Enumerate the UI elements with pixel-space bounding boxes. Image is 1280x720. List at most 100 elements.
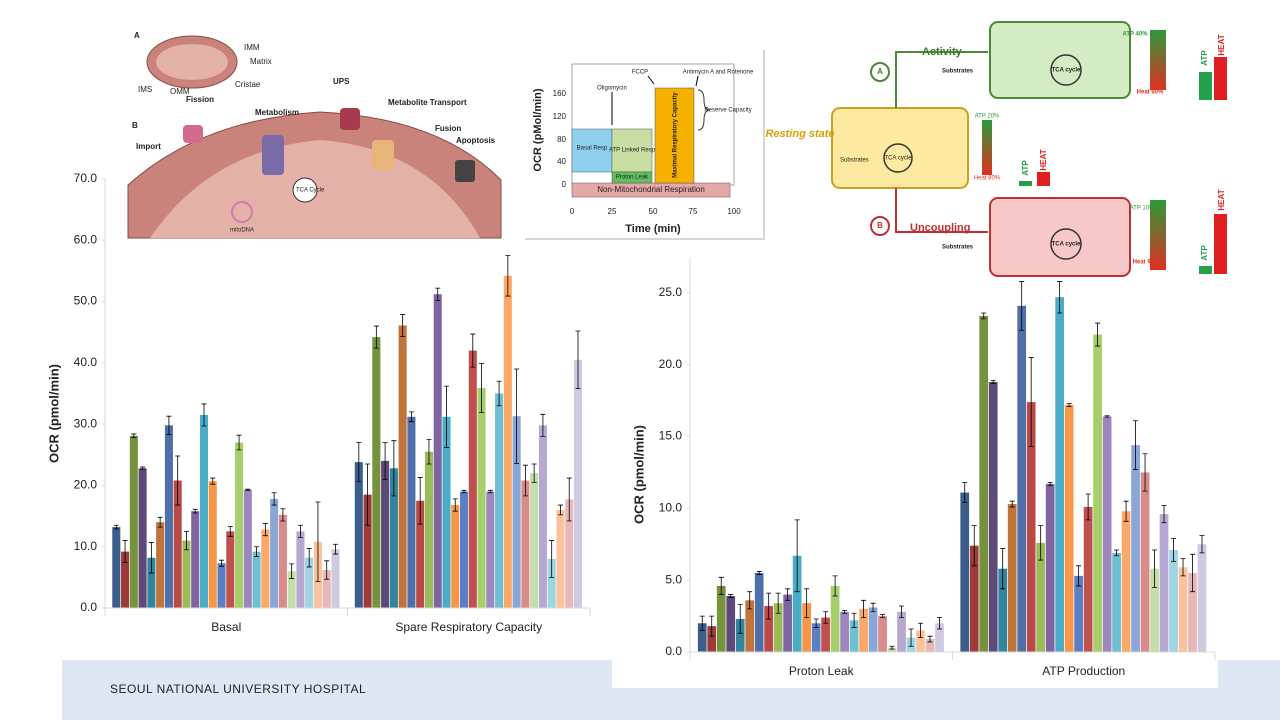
error-bar bbox=[1114, 549, 1120, 557]
ocr-xtick: 75 bbox=[689, 207, 698, 216]
fig-label: HEAT bbox=[1039, 149, 1048, 170]
error-bar bbox=[236, 434, 242, 451]
thermo-figure: Activity A Resting state B Uncoupling Su… bbox=[765, 21, 1227, 277]
icon-bar bbox=[1214, 57, 1227, 100]
fig-label: B bbox=[132, 121, 138, 130]
error-bar bbox=[699, 615, 705, 631]
error-bar bbox=[1095, 322, 1101, 347]
error-bar bbox=[254, 546, 260, 557]
protein bbox=[262, 135, 284, 175]
error-bar bbox=[122, 540, 128, 564]
bar bbox=[1150, 568, 1159, 652]
error-bar bbox=[549, 540, 555, 578]
error-bar bbox=[566, 477, 572, 522]
icon-bar bbox=[1199, 266, 1212, 274]
fig-label: B bbox=[877, 221, 883, 230]
bar bbox=[407, 416, 416, 608]
bar bbox=[495, 393, 504, 608]
bar bbox=[164, 425, 173, 608]
bar bbox=[840, 611, 849, 652]
protein bbox=[455, 160, 475, 182]
error-bar bbox=[971, 525, 977, 567]
ocr-figure: OCR (pMol/min) Time (min) 0 40 80 120 16… bbox=[523, 48, 765, 240]
error-bar bbox=[391, 440, 397, 497]
y-tick-label: 40.0 bbox=[74, 355, 98, 369]
bar bbox=[979, 315, 989, 652]
error-bar bbox=[219, 559, 225, 567]
y-tick-label: 20.0 bbox=[659, 357, 683, 371]
ocr-label: ATP Linked Resp bbox=[609, 148, 656, 154]
gradient bbox=[1150, 30, 1166, 90]
bar bbox=[424, 451, 433, 608]
error-bar bbox=[140, 466, 146, 470]
bar bbox=[199, 414, 209, 608]
brace bbox=[697, 89, 711, 131]
bar bbox=[354, 462, 363, 608]
bar bbox=[707, 626, 717, 652]
bar bbox=[925, 639, 935, 652]
error-bar bbox=[280, 508, 286, 522]
error-bar bbox=[918, 622, 924, 639]
bar bbox=[1055, 297, 1065, 652]
error-bar bbox=[766, 592, 772, 620]
gradient bbox=[1150, 200, 1166, 270]
fig-label: ATP 40% bbox=[1122, 32, 1148, 38]
ocr-xtick: 50 bbox=[649, 207, 658, 216]
bar bbox=[764, 606, 774, 652]
error-bar bbox=[1123, 500, 1129, 522]
bar bbox=[235, 442, 244, 608]
y-tick-label: 70.0 bbox=[74, 171, 98, 185]
error-bar bbox=[479, 363, 485, 413]
fig-label: TCA cycle bbox=[1052, 242, 1081, 248]
fig-label: Activity bbox=[922, 46, 963, 58]
error-bar bbox=[851, 612, 857, 628]
bar bbox=[191, 511, 200, 608]
y-tick-label: 20.0 bbox=[74, 478, 98, 492]
error-bar bbox=[1171, 538, 1177, 562]
error-bar bbox=[737, 604, 743, 634]
protein bbox=[340, 108, 360, 130]
error-bar bbox=[461, 489, 467, 494]
bar bbox=[1121, 511, 1131, 652]
fig-label: HEAT bbox=[1217, 189, 1226, 210]
error-bar bbox=[1047, 482, 1053, 486]
fig-label: Cristae bbox=[235, 80, 261, 89]
fig-label: Apoptosis bbox=[456, 136, 496, 145]
fig-label: Fusion bbox=[435, 124, 461, 133]
bar bbox=[372, 337, 381, 608]
error-bar bbox=[540, 413, 546, 437]
bar bbox=[735, 618, 745, 652]
x-tick-label: ATP Production bbox=[1042, 664, 1125, 678]
error-bar bbox=[1028, 357, 1034, 447]
x-tick-label: Proton Leak bbox=[789, 664, 855, 678]
bar bbox=[935, 623, 944, 652]
bar bbox=[381, 460, 390, 608]
ocr-label: Maximal Respiratory Capacity bbox=[673, 92, 679, 178]
fig-label: TCA cycle bbox=[884, 156, 912, 162]
error-bar bbox=[426, 439, 432, 465]
arrow-activity bbox=[895, 51, 988, 108]
bar bbox=[398, 325, 407, 608]
bar bbox=[969, 545, 979, 652]
icon-bar bbox=[1019, 181, 1032, 186]
bar bbox=[270, 498, 279, 608]
error-bar bbox=[1066, 403, 1072, 407]
fig-label: Substrates bbox=[942, 69, 974, 75]
bar bbox=[416, 500, 425, 608]
error-bar bbox=[1199, 535, 1205, 554]
bar bbox=[783, 594, 793, 652]
bar bbox=[156, 522, 165, 608]
ocr-xtick: 0 bbox=[570, 207, 575, 216]
bar bbox=[433, 294, 442, 608]
error-bar bbox=[505, 255, 511, 297]
bar bbox=[802, 603, 812, 652]
bar bbox=[1159, 514, 1169, 652]
bar bbox=[998, 568, 1008, 652]
y-tick-label: 0.0 bbox=[665, 644, 682, 658]
ocr-label: Basal Resp bbox=[577, 146, 608, 152]
bar bbox=[252, 551, 261, 608]
error-bar bbox=[443, 385, 449, 448]
fig-label: ATP bbox=[1200, 50, 1209, 66]
bar bbox=[565, 499, 574, 608]
bar bbox=[1007, 504, 1017, 652]
